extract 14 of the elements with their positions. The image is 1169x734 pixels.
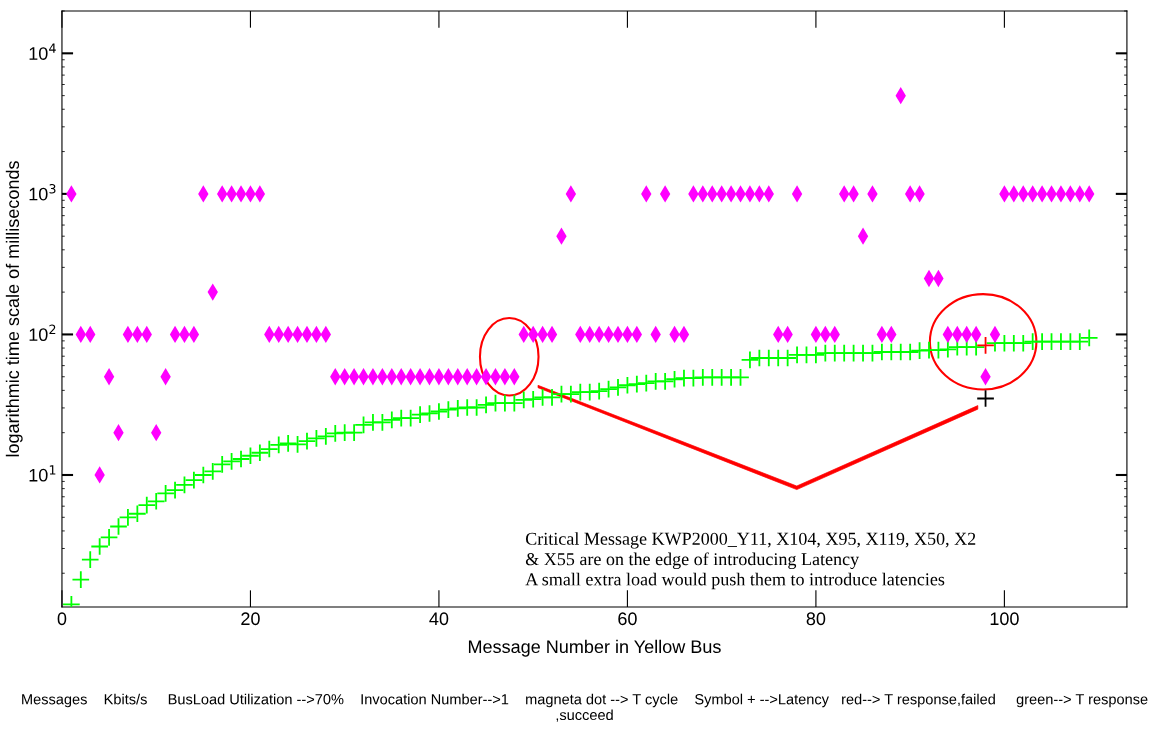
y-tick-label: 10$^{1}$: [29, 465, 56, 482]
y-axis-title: logarithmic time scale of milliseconds: [5, 161, 23, 457]
x-tick-label: 20: [241, 612, 260, 626]
y-tick-label: 10$^{3}$: [29, 183, 56, 201]
annotation: Critical Message KWP2000_Y11, X104, X95, X119, X50, X2 & X55 are on the edge of introducing Latency A small extra load would push them to introduce latencies: [525, 532, 976, 590]
x-tick-label: 80: [806, 612, 826, 626]
y-tick-label: 10$^{4}$: [29, 43, 56, 60]
x-axis-title: Message Number in Yellow Bus: [468, 639, 721, 657]
x-tick-label: 100: [990, 612, 1019, 626]
x-tick-label: 60: [618, 612, 637, 626]
y-tick-label: 10$^{2}$: [29, 324, 56, 342]
x-tick-label: 40: [429, 612, 449, 626]
x-tick-label: 0: [57, 612, 67, 626]
text: Messages Kbits/s BusLoad Utilization -->70% Invocation Number-->1 magneta dot --> T cycle Symbol + -->Latency red--> T response,failed green--> T response ,succeed: [22, 693, 1148, 722]
